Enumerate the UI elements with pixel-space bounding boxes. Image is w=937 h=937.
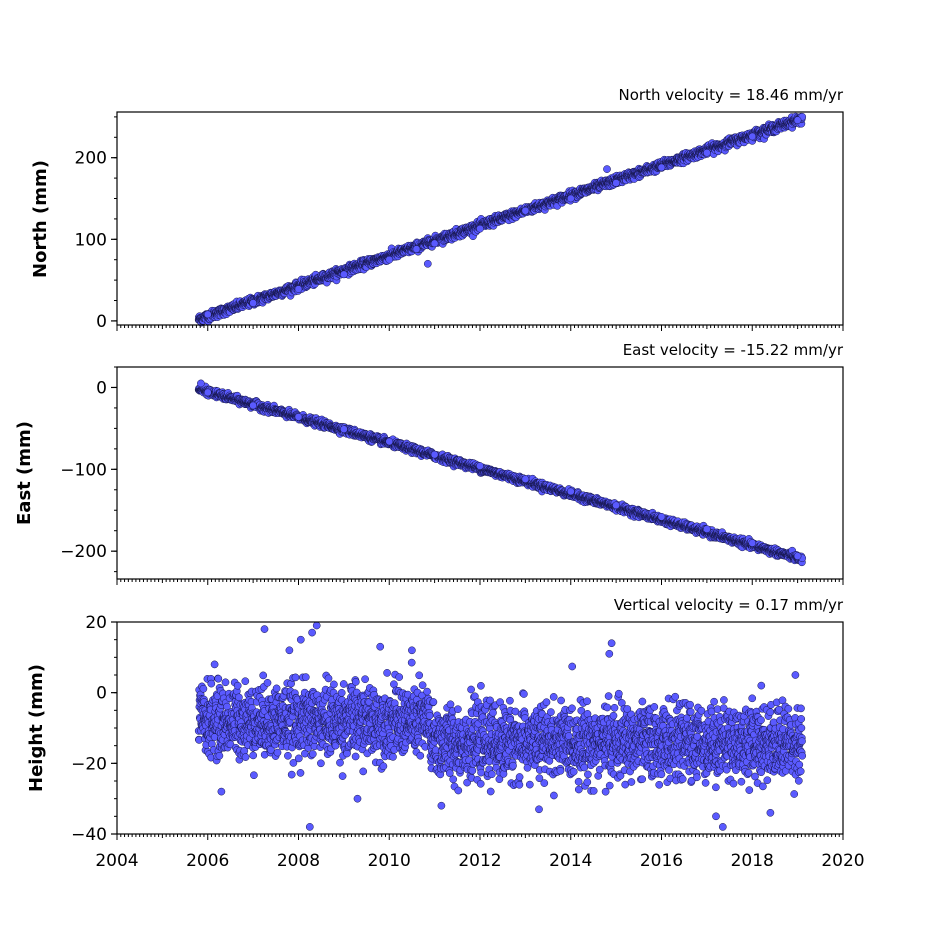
north-ylabel: North (mm) [30,160,51,278]
north-title: North velocity = 18.46 mm/yr [619,86,844,104]
north-data-point [612,179,620,187]
north-series [194,112,807,327]
north-data-point [249,299,257,307]
north-y-tick-label: 100 [75,230,107,250]
north-data-point [657,163,666,172]
east-x-ticks [116,579,844,585]
east-series [194,379,807,567]
east-data-point [566,487,575,496]
north-data-point [476,224,484,233]
east-data-point [203,388,212,397]
north-data-point [423,259,432,268]
east-title: East velocity = -15.22 mm/yr [623,341,844,359]
east-data-point [521,475,530,483]
east-data-point [703,525,711,533]
north-data-point [203,310,212,319]
east-ylabel: East (mm) [14,421,35,525]
north-y-ticks: 0 100 200 [75,116,117,332]
east-data-point [430,450,439,459]
east-data-point [197,379,205,388]
east-data-point [476,462,484,470]
north-data-point [793,116,802,125]
east-data-point [657,512,666,521]
north-data-point [603,165,611,173]
north-y-tick-label: 200 [75,149,107,169]
east-data-point [612,501,620,510]
north-data-point [385,255,394,264]
east-panel: East velocity = -15.22 mm/yr East (mm) 0… [14,341,844,585]
north-data-point [412,245,421,253]
north-y-tick-label: 0 [96,312,107,332]
north-x-ticks [116,325,844,331]
east-data-point [294,413,303,421]
north-data-point [566,194,575,203]
east-data-point [385,437,394,446]
east-data-point [340,425,348,434]
north-data-point [294,285,303,293]
east-data-point [793,552,802,560]
east-data-point [748,539,757,547]
north-data-point [521,206,530,215]
north-data-point [430,239,439,248]
east-data-point [249,401,257,410]
north-data-point [748,132,757,141]
north-panel: North velocity = 18.46 mm/yr North (mm) … [30,86,844,332]
north-data-point [340,270,348,279]
north-data-point [703,148,711,157]
